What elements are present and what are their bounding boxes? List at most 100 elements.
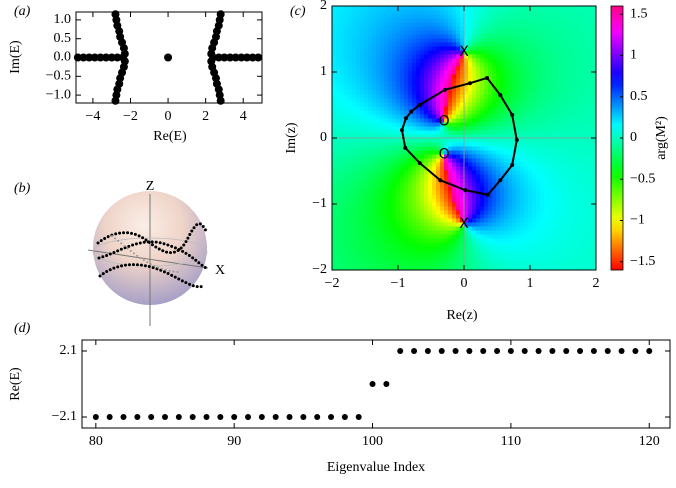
phase-cell xyxy=(364,130,369,135)
phase-cell xyxy=(336,150,341,155)
phase-cell xyxy=(348,62,353,67)
phase-cell xyxy=(472,134,477,139)
phase-cell xyxy=(488,198,493,203)
phase-cell xyxy=(352,222,357,227)
phase-cell xyxy=(572,126,577,131)
phase-cell xyxy=(364,202,369,207)
phase-cell xyxy=(420,242,425,247)
phase-cell xyxy=(548,18,553,23)
phase-cell xyxy=(436,190,441,195)
phase-cell xyxy=(556,118,561,123)
phase-cell xyxy=(408,42,413,47)
phase-cell xyxy=(512,266,517,270)
phase-cell xyxy=(428,74,433,79)
phase-cell xyxy=(484,98,489,103)
phase-cell xyxy=(468,142,473,147)
phase-cell xyxy=(528,170,533,175)
phase-cell xyxy=(472,186,477,191)
phase-cell xyxy=(364,50,369,55)
bloch-sphere: Z X (b) xyxy=(14,179,225,326)
phase-cell xyxy=(408,122,413,127)
phase-cell xyxy=(528,182,533,187)
phase-cell xyxy=(336,74,341,79)
phase-cell xyxy=(360,42,365,47)
x-axis-label: Re(z) xyxy=(446,308,477,323)
phase-cell xyxy=(436,222,441,227)
phase-cell xyxy=(492,218,497,223)
phase-cell xyxy=(512,90,517,95)
phase-cell xyxy=(416,222,421,227)
phase-cell xyxy=(492,6,497,11)
phase-cell xyxy=(512,162,517,167)
phase-cell xyxy=(452,62,457,67)
phase-cell xyxy=(580,266,585,270)
phase-cell xyxy=(360,186,365,191)
phase-cell xyxy=(420,14,425,19)
phase-cell xyxy=(416,26,421,31)
phase-cell xyxy=(360,254,365,259)
phase-cell xyxy=(424,22,429,27)
phase-cell xyxy=(544,118,549,123)
phase-cell xyxy=(348,46,353,51)
phase-cell xyxy=(540,150,545,155)
phase-cell xyxy=(472,86,477,91)
phase-cell xyxy=(480,90,485,95)
phase-cell xyxy=(536,234,541,239)
phase-cell xyxy=(432,34,437,39)
phase-cell xyxy=(344,218,349,223)
phase-cell xyxy=(552,182,557,187)
phase-cell xyxy=(484,54,489,59)
phase-cell xyxy=(416,182,421,187)
phase-cell xyxy=(488,106,493,111)
phase-cell xyxy=(580,114,585,119)
phase-cell xyxy=(380,62,385,67)
phase-cell xyxy=(448,178,453,183)
phase-cell xyxy=(580,86,585,91)
phase-cell xyxy=(468,18,473,23)
phase-cell xyxy=(576,238,581,243)
phase-cell xyxy=(524,170,529,175)
phase-cell xyxy=(424,198,429,203)
phase-cell xyxy=(356,210,361,215)
phase-cell xyxy=(332,34,337,39)
phase-cell xyxy=(376,118,381,123)
phase-cell xyxy=(556,38,561,43)
phase-cell xyxy=(540,262,545,267)
x-axis-label: Eigenvalue Index xyxy=(327,460,425,475)
phase-cell xyxy=(528,214,533,219)
phase-cell xyxy=(448,194,453,199)
phase-cell xyxy=(376,174,381,179)
phase-cell xyxy=(584,198,589,203)
phase-cell xyxy=(500,122,505,127)
phase-cell xyxy=(348,238,353,243)
phase-cell xyxy=(572,130,577,135)
phase-cell xyxy=(452,146,457,151)
phase-cell xyxy=(384,66,389,71)
phase-cell xyxy=(380,214,385,219)
phase-cell xyxy=(380,258,385,263)
phase-cell xyxy=(432,150,437,155)
x-axis-label: Re(E) xyxy=(153,129,187,144)
phase-cell xyxy=(520,154,525,159)
phase-cell xyxy=(340,134,345,139)
phase-cell xyxy=(416,146,421,151)
phase-cell xyxy=(492,210,497,215)
phase-cell xyxy=(592,54,596,59)
phase-cell xyxy=(376,214,381,219)
phase-cell xyxy=(404,66,409,71)
phase-cell xyxy=(448,82,453,87)
phase-cell xyxy=(468,170,473,175)
phase-cell xyxy=(384,70,389,75)
phase-cell xyxy=(472,242,477,247)
phase-cell xyxy=(388,154,393,159)
phase-cell xyxy=(524,74,529,79)
phase-cell xyxy=(344,250,349,255)
phase-cell xyxy=(428,182,433,187)
phase-cell xyxy=(456,90,461,95)
phase-cell xyxy=(496,78,501,83)
phase-cell xyxy=(460,262,465,267)
phase-cell xyxy=(380,138,385,143)
phase-cell xyxy=(484,6,489,11)
phase-cell xyxy=(424,182,429,187)
phase-cell xyxy=(340,250,345,255)
